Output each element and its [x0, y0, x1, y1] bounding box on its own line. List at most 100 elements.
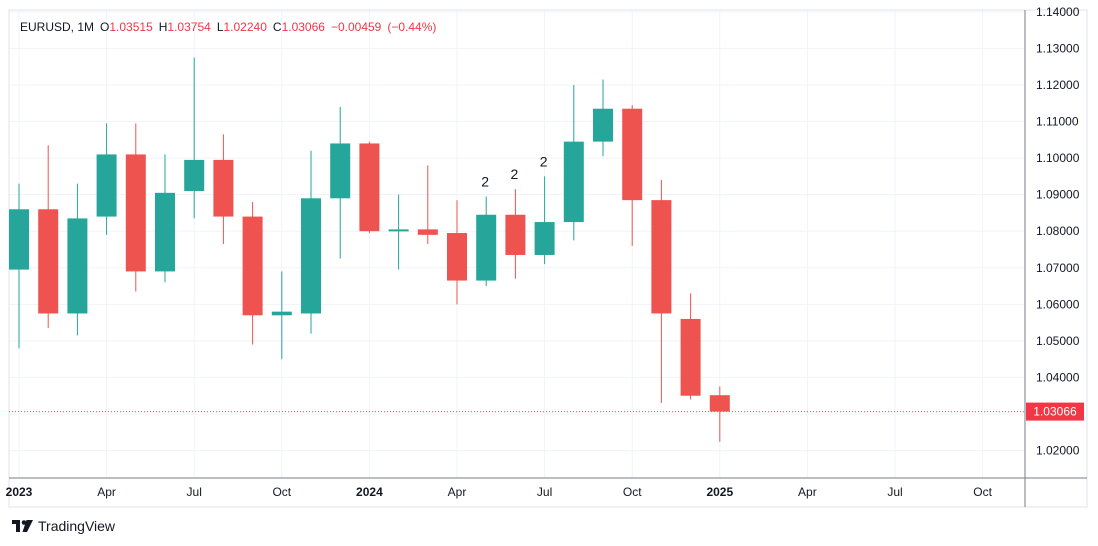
candle-body — [96, 154, 117, 217]
price-tick-label: 1.07000 — [1036, 261, 1080, 275]
candle — [563, 84, 584, 241]
time-tick-label: Apr — [97, 485, 116, 499]
candle-body — [534, 222, 555, 255]
candle-body — [184, 159, 205, 191]
candle-body — [505, 214, 526, 255]
candle — [505, 189, 526, 279]
candle — [242, 201, 263, 345]
last-price-label: 1.03066 — [1026, 402, 1084, 421]
legend-low-label: L — [216, 20, 224, 34]
legend-symbol: EURUSD — [20, 20, 71, 34]
candle — [622, 105, 643, 246]
candle-body — [563, 141, 584, 223]
candle-body — [388, 229, 409, 232]
time-tick-label: Apr — [448, 485, 467, 499]
candle-body — [651, 200, 672, 314]
candle — [155, 154, 175, 283]
candle-body — [476, 214, 497, 281]
candle — [593, 79, 613, 157]
candle-body — [38, 209, 59, 314]
candle-body — [593, 108, 613, 142]
tradingview-logo-icon — [12, 520, 33, 532]
legend-low-value: 1.02240 — [223, 20, 267, 34]
price-tick-label: 1.09000 — [1036, 188, 1080, 202]
candle-body — [709, 395, 730, 412]
price-tick-label: 1.10000 — [1036, 151, 1080, 165]
last-price-badge — [1026, 402, 1084, 421]
candle-body — [622, 108, 643, 201]
candle — [359, 141, 380, 234]
candle — [680, 293, 701, 400]
candle — [96, 123, 117, 235]
candle — [213, 134, 234, 244]
candle — [534, 176, 555, 265]
candle-body — [125, 154, 146, 272]
legend-open-label: O — [100, 20, 110, 34]
price-tick-label: 1.04000 — [1036, 370, 1080, 384]
candle-body — [213, 159, 234, 217]
candle — [301, 150, 321, 334]
time-tick-label: Jul — [887, 485, 902, 499]
candle-body — [9, 209, 29, 270]
time-axis[interactable]: 2023 Apr Jul Oct 2024 Apr Jul Oct 2025 Apr Jul Oct — [6, 485, 993, 499]
symbol-legend: EURUSD, 1M O1.03515 H1.03754 L1.02240 C1.030… — [20, 20, 437, 34]
candle-body — [680, 318, 701, 396]
price-axis[interactable]: 1.020001.030001.040001.050001.060001.070… — [1036, 5, 1080, 458]
candle — [388, 194, 409, 270]
candle — [67, 183, 88, 336]
candle-annotation: 2 — [511, 166, 519, 182]
candle-body — [330, 143, 351, 199]
price-tick-label: 1.05000 — [1036, 334, 1080, 348]
legend-close-label: C — [272, 20, 282, 34]
candle — [476, 196, 497, 287]
price-tick-label: 1.02000 — [1036, 444, 1080, 458]
candle — [9, 183, 29, 349]
price-tick-label: 1.12000 — [1036, 78, 1080, 92]
brand-name: TradingView — [38, 518, 116, 534]
candle-body — [301, 198, 321, 314]
candle — [709, 386, 730, 442]
price-tick-label: 1.13000 — [1036, 41, 1080, 55]
legend-high-label: H — [158, 20, 168, 34]
candle — [271, 271, 292, 360]
candle-body — [271, 311, 292, 316]
time-tick-label: 2024 — [356, 485, 383, 499]
legend-change: −0.00459 — [330, 20, 382, 34]
candles-layer — [9, 57, 730, 442]
candle-body — [417, 229, 438, 235]
legend-high-value: 1.03754 — [167, 20, 211, 34]
price-tick-label: 1.06000 — [1036, 297, 1080, 311]
price-tick-label: 1.11000 — [1036, 115, 1079, 129]
candle-body — [359, 143, 380, 232]
price-tick-label: 1.08000 — [1036, 224, 1080, 238]
legend-change-pct: (−0.44%) — [387, 20, 437, 34]
candle — [125, 123, 146, 292]
time-tick-label: 2025 — [706, 485, 733, 499]
time-tick-label: Jul — [537, 485, 552, 499]
time-tick-label: 2023 — [6, 485, 33, 499]
last-price-value: 1.03066 — [1033, 405, 1077, 419]
candle-annotation: 2 — [540, 153, 548, 169]
candle — [447, 200, 467, 305]
legend-open-value: 1.03515 — [109, 20, 153, 34]
time-tick-label: Oct — [272, 485, 291, 499]
candle-annotation: 2 — [481, 173, 489, 189]
candle-body — [447, 233, 467, 281]
time-tick-label: Apr — [798, 485, 817, 499]
candle — [38, 145, 59, 329]
annotations-layer: 2 2 2 — [481, 153, 547, 189]
time-tick-label: Oct — [623, 485, 642, 499]
legend-close-value: 1.03066 — [281, 20, 325, 34]
candle-body — [242, 216, 263, 316]
tradingview-logo[interactable]: TradingView — [12, 518, 115, 534]
candle — [651, 180, 672, 404]
candle — [330, 106, 351, 259]
time-tick-label: Jul — [187, 485, 202, 499]
candle-body — [67, 218, 88, 314]
candle — [417, 165, 438, 244]
candle-body — [155, 192, 175, 272]
candle — [184, 57, 205, 219]
legend-interval: 1M — [77, 20, 95, 34]
time-tick-label: Oct — [973, 485, 992, 499]
